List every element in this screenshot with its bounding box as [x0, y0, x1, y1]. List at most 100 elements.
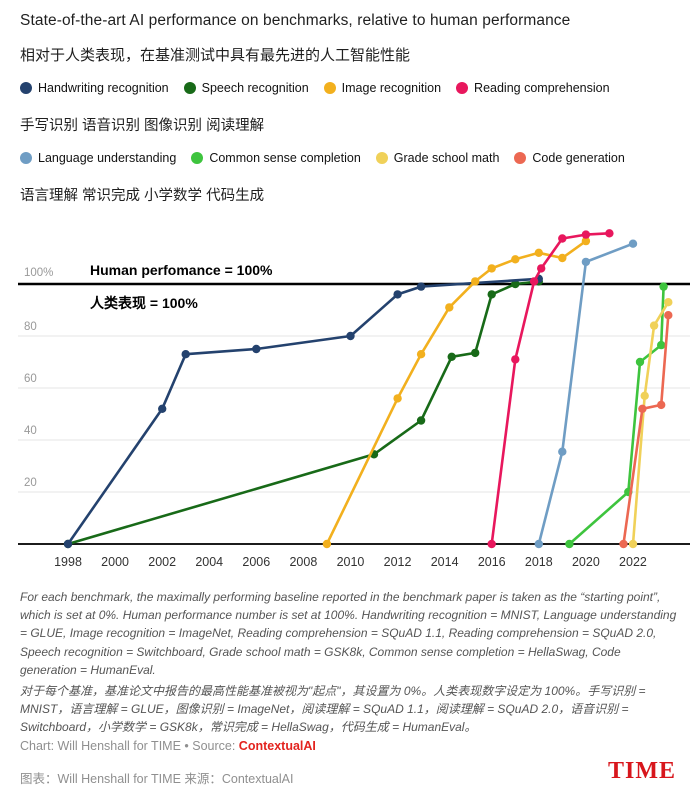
legend-label: Grade school math	[393, 151, 500, 165]
y-tick-label: 40	[24, 425, 37, 437]
y-tick-label: 20	[24, 477, 37, 489]
data-point	[252, 344, 261, 354]
legend-row-1-cn: 手写识别 语音识别 图像识别 阅读理解	[20, 118, 265, 134]
data-point	[181, 350, 190, 359]
data-point	[628, 239, 638, 248]
legend-swatch-icon	[20, 82, 32, 94]
legend-item: Common sense completion	[191, 151, 361, 165]
legend-swatch-icon	[183, 82, 196, 94]
data-point	[664, 298, 673, 307]
series-line	[325, 240, 587, 545]
data-point	[416, 416, 426, 425]
source-link[interactable]: ContextualAI	[238, 739, 316, 753]
data-point	[511, 279, 520, 289]
y-tick-label: 60	[24, 373, 37, 385]
series-line	[622, 315, 670, 545]
data-point	[565, 539, 574, 549]
y-tick-label: 80	[24, 321, 37, 333]
line-chart: 20 40 60 80 1998 2000 2002 2004 2006 2008 2010 2012…	[18, 229, 690, 569]
legend-label: Speech recognition	[201, 81, 309, 95]
legend-label: Image recognition	[341, 81, 442, 95]
data-point	[416, 282, 426, 291]
data-point	[534, 248, 543, 257]
data-point	[628, 539, 638, 549]
x-tick-label: 2004	[195, 555, 223, 569]
data-point	[635, 357, 645, 367]
data-point	[534, 539, 543, 549]
data-point	[657, 400, 666, 410]
data-point	[640, 391, 649, 400]
page-title-cn: 相对于人类表现，在基准测试中具有最先进的人工智能性能	[20, 47, 411, 64]
footnote-en: For each benchmark, the maximally perfor…	[20, 590, 677, 677]
x-tick-label: 2000	[101, 555, 129, 569]
data-point	[529, 277, 539, 286]
x-tick-label: 2020	[572, 555, 600, 569]
data-point	[664, 311, 673, 320]
data-point	[511, 355, 520, 364]
legend-item: Handwriting recognition	[20, 81, 169, 95]
legend-swatch-icon	[191, 152, 204, 164]
legend-item: Language understanding	[20, 151, 176, 165]
legend-label: Language understanding	[38, 151, 177, 165]
data-point	[619, 539, 628, 549]
data-point	[638, 404, 647, 413]
data-point	[393, 394, 402, 403]
series-line	[631, 301, 670, 545]
legend-row-1: Handwriting recognition Speech recognitio…	[20, 81, 610, 95]
x-tick-label: 2012	[384, 555, 412, 569]
legend-label: Common sense completion	[209, 151, 361, 165]
x-tick-label: 2016	[478, 555, 506, 569]
y-tick-label-100: 100%	[24, 267, 53, 279]
legend-item: Speech recognition	[183, 81, 309, 95]
legend-label: Code generation	[532, 151, 625, 165]
legend-item: Reading comprehension	[456, 81, 610, 95]
legend-swatch-icon	[514, 152, 527, 164]
series-line	[66, 277, 539, 545]
data-point	[447, 352, 456, 361]
x-tick-label: 2002	[148, 555, 176, 569]
data-point	[158, 404, 167, 413]
time-logo: TIME	[607, 758, 676, 784]
data-point	[322, 539, 332, 549]
data-point	[605, 229, 614, 238]
x-tick-label: 2008	[289, 555, 317, 569]
legend-swatch-icon	[456, 82, 469, 94]
data-point	[346, 331, 355, 341]
page-title: State-of-the-art AI performance on bench…	[20, 12, 571, 29]
data-point	[416, 350, 426, 359]
data-point	[393, 290, 402, 299]
data-point	[487, 290, 496, 299]
data-point	[537, 264, 546, 273]
data-point	[649, 321, 659, 330]
legend-row-2: Language understanding Common sense compl…	[20, 151, 625, 165]
data-point	[558, 447, 567, 456]
series-line	[537, 242, 634, 545]
data-point	[659, 282, 668, 291]
data-point	[487, 264, 496, 273]
x-tick-label: 2014	[431, 555, 459, 569]
x-tick-label: 2022	[619, 555, 647, 569]
credit-en-prefix: Chart: Will Henshall for TIME • Source:	[20, 739, 239, 753]
credit-cn: 图表：Will Henshall for TIME 来源：ContextualA…	[20, 772, 294, 786]
data-point	[471, 277, 480, 286]
data-point	[471, 348, 480, 358]
series-line	[568, 286, 665, 545]
legend-swatch-icon	[323, 82, 336, 94]
credit-en: Chart: Will Henshall for TIME • Source: …	[20, 739, 316, 753]
data-point	[581, 230, 591, 239]
legend-item: Image recognition	[323, 81, 442, 95]
data-point	[581, 236, 591, 246]
x-tick-label: 2006	[242, 555, 270, 569]
data-point	[487, 539, 496, 549]
data-point	[558, 234, 567, 243]
legend-row-2-cn: 语言理解 常识完成 小学数学 代码生成	[20, 188, 265, 204]
legend-label: Handwriting recognition	[38, 81, 169, 95]
legend-swatch-icon	[20, 152, 32, 164]
data-point	[445, 303, 454, 312]
series-line	[67, 280, 539, 546]
footnote-cn: 对于每个基准，基准论文中报告的最高性能基准被视为"起点"，其设置为 0%。人类表…	[20, 684, 646, 735]
data-point	[63, 539, 73, 549]
data-point	[581, 257, 591, 267]
x-tick-label: 2010	[337, 555, 365, 569]
